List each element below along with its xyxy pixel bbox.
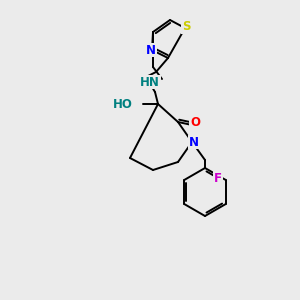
Text: S: S: [182, 20, 190, 34]
Text: N: N: [189, 136, 199, 148]
Text: F: F: [214, 172, 222, 184]
Text: HO: HO: [113, 98, 133, 110]
Text: O: O: [190, 116, 200, 130]
Text: N: N: [146, 44, 156, 56]
Text: HN: HN: [140, 76, 160, 88]
